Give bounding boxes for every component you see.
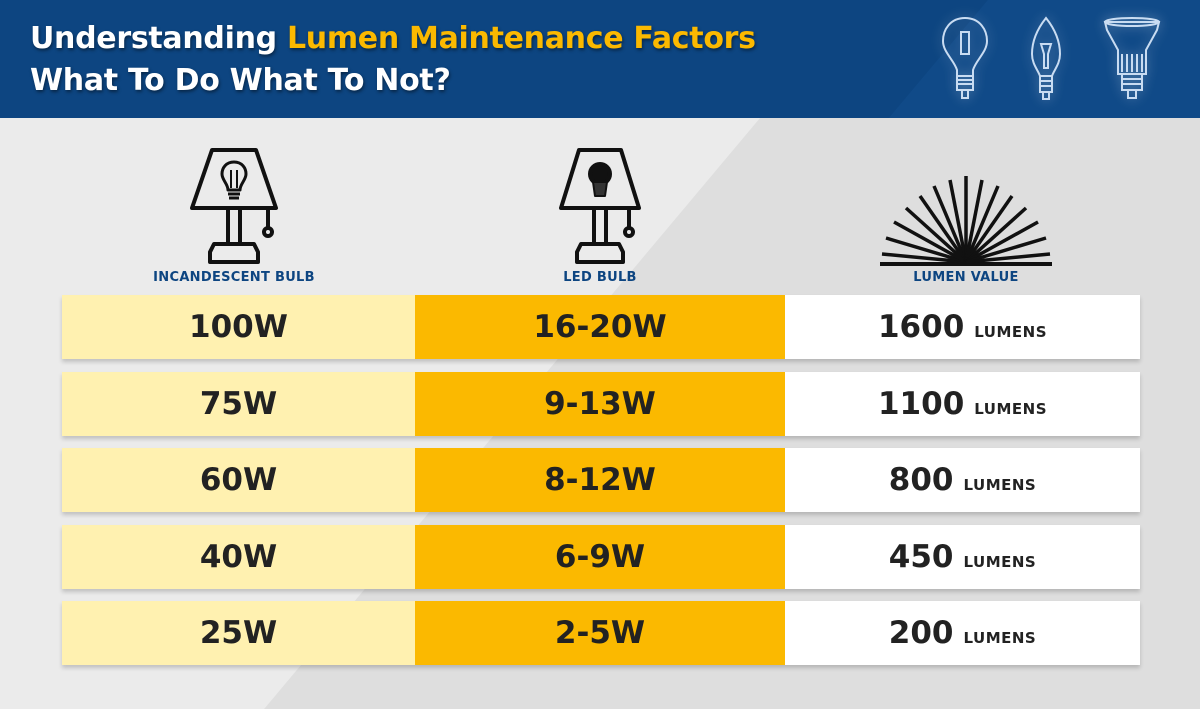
incandescent-bulb-icon [941, 16, 989, 99]
led-wattage: 9-13W [415, 371, 785, 436]
lamp-led-icon [559, 148, 641, 264]
column-header-led: LED BULB [500, 130, 700, 285]
table-row: 100W 16-20W 1600 LUMENS [62, 295, 1140, 359]
led-flood-bulb-icon [1103, 17, 1161, 99]
lumen-value: 1100 LUMENS [785, 371, 1140, 436]
lumen-value: 1600 LUMENS [785, 295, 1140, 359]
led-wattage: 6-9W [415, 524, 785, 589]
title-highlight: Lumen Maintenance Factors [286, 21, 756, 56]
column-label: INCANDESCENT BULB [153, 270, 315, 285]
table-row: 25W 2-5W 200 LUMENS [62, 601, 1140, 665]
column-label: LUMEN VALUE [913, 270, 1019, 285]
bulb-illustrations [900, 0, 1200, 118]
incandescent-wattage: 100W [62, 295, 415, 359]
table-row: 75W 9-13W 1100 LUMENS [62, 371, 1140, 436]
incandescent-wattage: 75W [62, 371, 415, 436]
incandescent-wattage: 60W [62, 448, 415, 512]
lumen-value: 200 LUMENS [785, 601, 1140, 665]
lumen-value: 800 LUMENS [785, 448, 1140, 512]
incandescent-wattage: 40W [62, 524, 415, 589]
incandescent-wattage: 25W [62, 601, 415, 665]
lumen-value: 450 LUMENS [785, 524, 1140, 589]
lamp-incandescent-icon [190, 148, 278, 264]
table-row: 60W 8-12W 800 LUMENS [62, 448, 1140, 512]
header-banner: Understanding Lumen Maintenance Factors … [0, 0, 1200, 118]
page-title: Understanding Lumen Maintenance Factors … [30, 21, 756, 98]
candle-bulb-icon [1030, 16, 1062, 100]
table-row: 40W 6-9W 450 LUMENS [62, 524, 1140, 589]
led-wattage: 2-5W [415, 601, 785, 665]
column-header-incandescent: INCANDESCENT BULB [134, 130, 334, 285]
led-wattage: 16-20W [415, 295, 785, 359]
led-wattage: 8-12W [415, 448, 785, 512]
column-header-lumen: LUMEN VALUE [866, 130, 1066, 285]
column-label: LED BULB [563, 270, 637, 285]
comparison-table: 100W 16-20W 1600 LUMENS 75W 9-13W 1100 LUM… [62, 295, 1140, 678]
light-rays-icon [880, 176, 1052, 266]
